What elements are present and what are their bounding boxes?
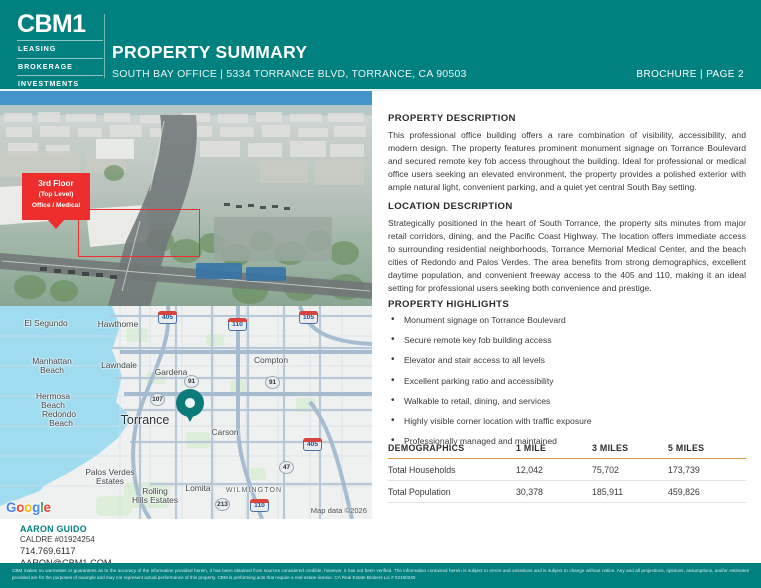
property-address: SOUTH BAY OFFICE | 5334 TORRANCE BLVD, T… [112,68,467,80]
header-vertical-divider [104,14,105,78]
agent-email[interactable]: AARON@CBM1.COM [20,558,112,570]
map-label: Rolling [142,486,168,496]
map-label: Carson [211,427,239,437]
location-description-body: Strategically positioned in the heart of… [388,218,746,294]
table-header-row: DEMOGRAPHICS 1 MILE 3 MILES 5 MILES [388,443,746,459]
table-row: Total Population 30,378 185,911 459,826 [388,480,746,503]
highway-shield-110: 110 [250,499,269,512]
property-highlights-heading: PROPERTY HIGHLIGHTS [388,299,510,310]
map-label: Beach [49,418,73,428]
demographics-section: DEMOGRAPHICS 1 MILE 3 MILES 5 MILES Tota… [388,443,746,503]
cell-5-miles: 459,826 [668,480,746,503]
highway-shield-405: 405 [158,311,177,324]
left-media-column: 3rd Floor (Top Level) Office / Medical [0,91,372,519]
list-item: Excellent parking ratio and accessibilit… [388,375,746,387]
agent-phone[interactable]: 714.769.6117 [20,545,76,556]
highway-shield-91: 91 [265,376,280,389]
map-label: Manhattan [32,356,72,366]
highway-shield-405: 405 [303,438,322,451]
cbm1-logo[interactable]: CBM1 LEASING BROKERAGE INVESTMENTS [17,11,103,94]
column-header-3-miles: 3 MILES [592,443,629,453]
list-item: Monument signage on Torrance Boulevard [388,314,746,326]
cell-3-miles: 185,911 [592,480,668,503]
property-description-heading: PROPERTY DESCRIPTION [388,113,516,124]
building-outline [78,209,200,257]
logo-divider-1 [17,40,103,41]
cell-5-miles: 173,739 [668,458,746,481]
callout-floor: 3rd Floor [38,179,74,188]
location-description-section: LOCATION DESCRIPTION Strategically posit… [388,201,746,296]
aerial-texture [0,91,372,306]
map-label: El Segundo [24,318,68,328]
map-label: Compton [254,355,288,365]
agent-license: CALDRE #01924254 [20,535,95,544]
logo-wordmark: CBM1 [17,10,86,38]
header-bottom-rule [0,89,761,91]
logo-line-brokerage: BROKERAGE [18,61,73,71]
column-header-1-mile: 1 MILE [516,443,547,453]
highway-shield-213: 213 [215,498,230,511]
list-item: Elevator and stair access to all levels [388,354,746,366]
legal-disclaimer: CBM makes no warranties or guarantees as… [0,563,761,588]
page-header: CBM1 LEASING BROKERAGE INVESTMENTS PROPE… [0,0,761,94]
map-label: Hermosa [36,391,70,401]
list-item: Walkable to retail, dining, and services [388,395,746,407]
property-description-body: This professional office building offers… [388,130,746,193]
callout-use: Office / Medical [31,202,81,209]
google-watermark: Google [6,500,51,515]
map-label: Palos Verdes [85,467,135,477]
agent-name: AARON GUIDO [20,524,87,534]
row-label: Total Households [388,458,516,481]
column-header-5-miles: 5 MILES [668,443,705,453]
cell-1-mile: 12,042 [516,458,592,481]
agent-contact-block: AARON GUIDO CALDRE #01924254 714.769.611… [20,524,112,569]
table-row: Total Households 12,042 75,702 173,739 [388,458,746,481]
map-label: Hawthorne [97,319,139,329]
highway-shield-91: 91 [184,375,199,388]
brochure-page-label: BROCHURE | PAGE 2 [636,69,744,80]
location-description-heading: LOCATION DESCRIPTION [388,201,513,212]
property-description-section: PROPERTY DESCRIPTION This professional o… [388,113,746,194]
demographics-table: DEMOGRAPHICS 1 MILE 3 MILES 5 MILES Tota… [388,443,746,503]
page-title: PROPERTY SUMMARY [112,42,308,62]
highway-shield-105: 105 [299,311,318,324]
column-header-demographics: DEMOGRAPHICS [388,443,465,453]
map-label-torrance: Torrance [120,413,170,427]
highway-shield-47: 47 [279,461,294,474]
building-callout-marker: 3rd Floor (Top Level) Office / Medical [22,173,90,229]
logo-line-leasing: LEASING [18,44,57,53]
map-label: Gardena [154,367,188,377]
highway-shield-110: 110 [228,318,247,331]
list-item: Highly visible corner location with traf… [388,415,746,427]
property-highlights-section: PROPERTY HIGHLIGHTS Monument signage on … [388,299,746,456]
logo-line-investments: INVESTMENTS [18,79,80,88]
logo-divider-3 [17,75,103,76]
cell-1-mile: 30,378 [516,480,592,503]
list-item: Secure remote key fob building access [388,334,746,346]
callout-level: (Top Level) [38,191,74,198]
map-label: Beach [40,365,64,375]
map-label: Lawndale [101,360,137,370]
property-location-pin [176,389,204,422]
location-map[interactable]: El Segundo Hawthorne Manhattan Beach Law… [0,306,372,519]
map-label: WILMINGTON [225,487,283,494]
list-item: Professionally managed and maintained [388,435,746,447]
highway-shield-107: 107 [150,393,165,406]
map-label: Hills Estates [131,495,179,505]
map-label: Lomita [185,483,211,493]
map-label: Redondo [42,409,76,419]
map-label: Estates [96,476,124,486]
cell-3-miles: 75,702 [592,458,668,481]
map-attribution: Map data ©2026 [310,506,367,515]
map-label: Beach [41,400,65,410]
aerial-photo: 3rd Floor (Top Level) Office / Medical [0,91,372,306]
logo-divider-2 [17,57,103,59]
property-highlights-list: Monument signage on Torrance Boulevard S… [388,314,746,447]
row-label: Total Population [388,480,516,503]
